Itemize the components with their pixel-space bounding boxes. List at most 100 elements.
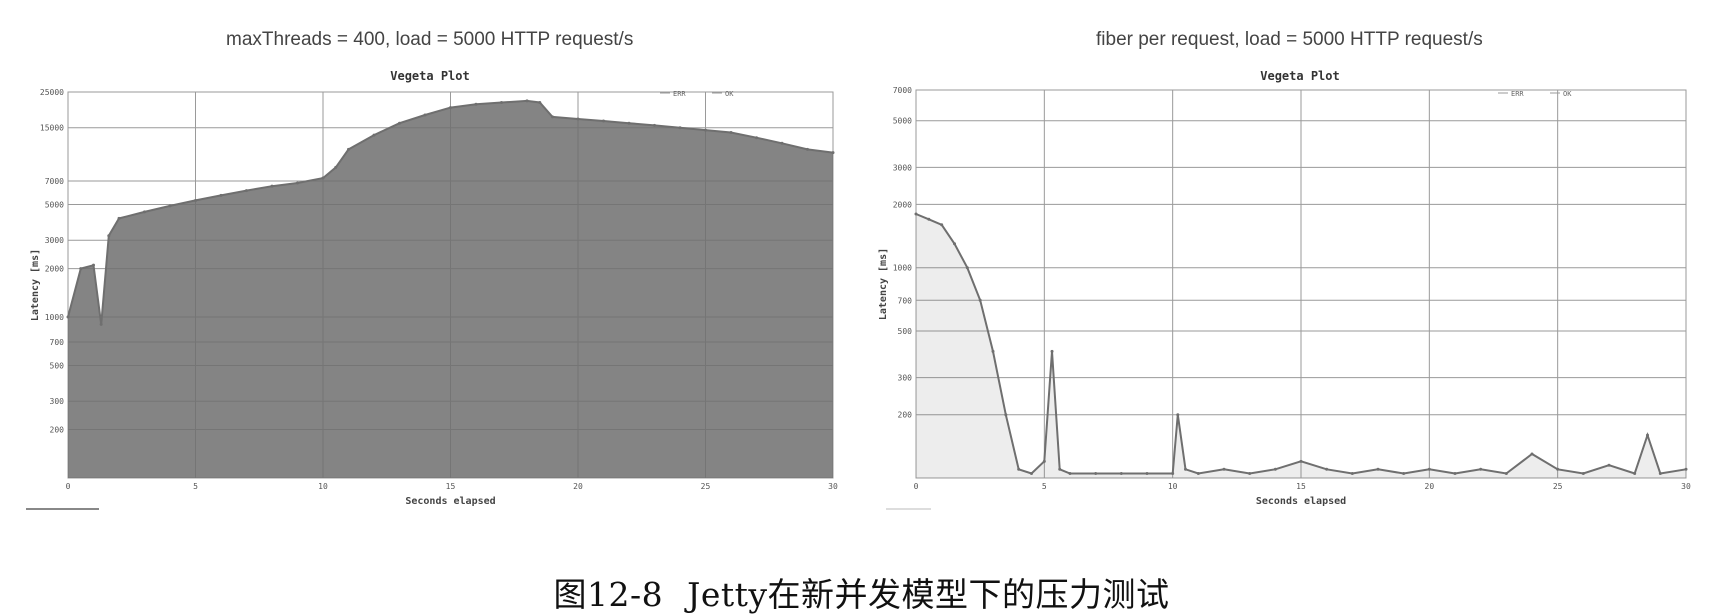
x-tick-label: 0 <box>66 482 71 491</box>
data-point <box>1479 467 1483 471</box>
data-point <box>1184 467 1187 471</box>
x-tick-label: 10 <box>1168 482 1178 491</box>
data-point <box>219 193 223 197</box>
data-point <box>1068 472 1072 476</box>
plot-fiber: 200 300 500 700 1000 2000 3000 5000 7000 0 5 10 15 20… <box>878 69 1691 507</box>
x-tick-label: 25 <box>1553 482 1563 491</box>
y-tick-label: 700 <box>50 338 65 347</box>
decorative-underline <box>886 508 931 510</box>
data-point <box>678 126 682 130</box>
data-point <box>1556 467 1560 471</box>
x-tick-label: 20 <box>1425 482 1435 491</box>
data-point <box>1646 433 1649 437</box>
y-axis-label: Latency [ms] <box>878 248 889 320</box>
data-point <box>551 115 554 119</box>
data-point <box>372 133 376 137</box>
legend-label: OK <box>725 90 734 98</box>
data-point <box>1607 463 1611 467</box>
data-point <box>755 136 758 140</box>
data-point <box>347 147 350 151</box>
data-point <box>538 101 542 105</box>
y-tick-label: 500 <box>50 361 65 370</box>
data-point <box>423 113 427 117</box>
y-tick-label: 25000 <box>40 88 64 97</box>
chart-title: Vegeta Plot <box>390 69 469 83</box>
x-tick-label: 5 <box>1042 482 1047 491</box>
data-point <box>1633 472 1637 476</box>
data-point <box>99 322 103 326</box>
data-point <box>296 181 299 185</box>
data-point <box>398 121 401 125</box>
y-tick-label: 2000 <box>893 200 912 209</box>
data-point <box>602 119 605 123</box>
data-point <box>270 184 274 188</box>
legend-label: OK <box>1563 90 1572 98</box>
data-point <box>1004 413 1008 417</box>
series-area <box>68 100 833 479</box>
data-point <box>1171 472 1175 476</box>
y-tick-label: 15000 <box>40 124 64 133</box>
data-point <box>576 117 580 121</box>
data-point <box>1094 472 1098 476</box>
x-tick-label: 10 <box>318 482 328 491</box>
data-point <box>143 210 146 214</box>
data-point <box>1504 472 1508 476</box>
y-tick-label: 200 <box>898 411 913 420</box>
data-point <box>92 263 95 267</box>
data-point <box>729 131 733 135</box>
data-point <box>1530 452 1534 456</box>
data-point <box>1376 467 1380 471</box>
chart-panel-fiber: fiber per request, load = 5000 HTTP requ… <box>860 0 1723 520</box>
y-tick-label: 3000 <box>45 236 64 245</box>
data-point <box>1017 467 1021 471</box>
x-tick-label: 5 <box>193 482 198 491</box>
x-axis-label: Seconds elapsed <box>405 496 495 507</box>
y-tick-label: 300 <box>898 374 913 383</box>
data-point <box>1030 472 1033 476</box>
y-tick-label: 300 <box>50 397 65 406</box>
data-point <box>780 141 784 145</box>
figure-number: 图12-8 <box>553 575 664 614</box>
data-point <box>474 102 478 106</box>
data-point <box>704 128 707 132</box>
legend-label: ERR <box>1511 90 1524 98</box>
data-point <box>991 349 995 353</box>
y-axis-label: Latency [ms] <box>30 249 41 321</box>
data-point <box>1196 472 1200 476</box>
data-point <box>1684 467 1688 471</box>
data-point <box>79 267 83 271</box>
x-tick-label: 0 <box>914 482 919 491</box>
data-point <box>194 198 197 202</box>
data-point <box>500 101 503 105</box>
data-point <box>1058 467 1062 471</box>
data-point <box>1248 472 1252 476</box>
y-tick-label: 5000 <box>45 201 64 210</box>
x-tick-label: 15 <box>1296 482 1306 491</box>
data-point <box>1299 459 1303 463</box>
data-point <box>914 212 918 216</box>
y-tick-label: 5000 <box>893 117 912 126</box>
data-point <box>940 223 944 227</box>
data-point <box>321 176 325 180</box>
data-point <box>449 106 452 110</box>
y-tick-label: 7000 <box>45 177 64 186</box>
series-area <box>916 214 1686 478</box>
data-point <box>168 204 172 208</box>
chart-title: Vegeta Plot <box>1260 69 1339 83</box>
panel-title-fiber: fiber per request, load = 5000 HTTP requ… <box>1096 29 1483 50</box>
data-point <box>1176 413 1180 417</box>
x-tick-label: 30 <box>1681 482 1691 491</box>
data-point <box>1453 472 1457 476</box>
data-point <box>1119 472 1123 476</box>
y-tick-label: 500 <box>898 327 913 336</box>
chart-panel-threads: maxThreads = 400, load = 5000 HTTP reque… <box>0 0 860 520</box>
x-axis-label: Seconds elapsed <box>1256 496 1346 507</box>
data-point <box>831 151 835 155</box>
data-point <box>107 234 111 238</box>
y-tick-label: 200 <box>50 426 65 435</box>
data-point <box>927 217 931 221</box>
data-point <box>653 123 656 127</box>
data-point <box>66 315 70 319</box>
legend-label: ERR <box>673 90 686 98</box>
data-point <box>334 165 338 169</box>
